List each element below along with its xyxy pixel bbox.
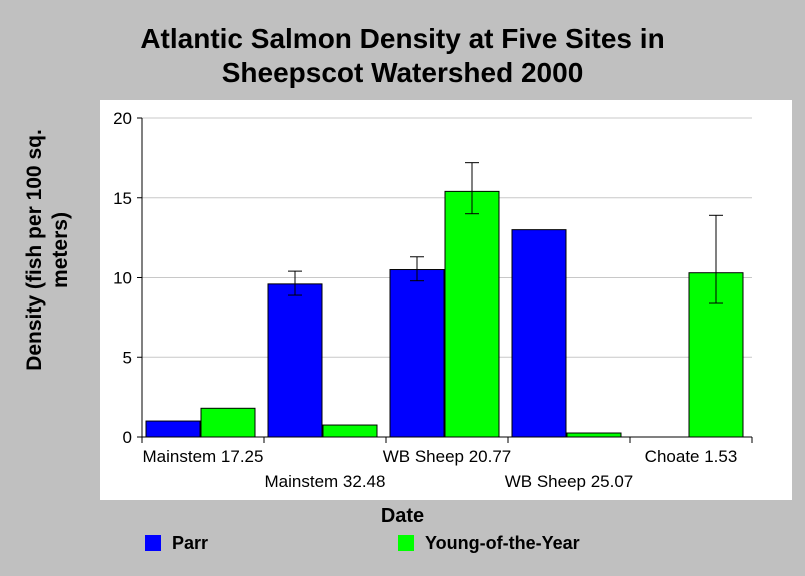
x-tick-label: Mainstem 17.25 <box>143 447 264 466</box>
legend-swatch-young-of-the-year <box>398 535 414 551</box>
bar <box>389 269 445 438</box>
bar <box>444 190 500 438</box>
chart-title-line-2: Sheepscot Watershed 2000 <box>221 57 584 88</box>
bar <box>322 424 378 438</box>
legend-label-young-of-the-year: Young-of-the-Year <box>425 533 580 553</box>
bar <box>566 432 622 438</box>
chart-title: Atlantic Salmon Density at Five Sites in… <box>0 22 805 90</box>
bar <box>511 229 567 438</box>
y-tick-label: 0 <box>123 428 132 447</box>
x-tick-label: WB Sheep 20.77 <box>383 447 512 466</box>
y-tick-label: 10 <box>113 269 132 288</box>
bar <box>200 407 256 438</box>
legend-swatch-parr <box>145 535 161 551</box>
x-tick-label: WB Sheep 25.07 <box>505 472 634 491</box>
y-tick-label: 5 <box>123 348 132 367</box>
bar <box>145 420 201 438</box>
y-tick-label: 20 <box>113 109 132 128</box>
x-tick-label: Mainstem 32.48 <box>265 472 386 491</box>
legend-label-parr: Parr <box>172 533 209 553</box>
x-axis-label: Date <box>380 505 425 527</box>
x-tick-label: Choate 1.53 <box>645 447 738 466</box>
bar <box>267 283 323 438</box>
y-axis-label: Density (fish per 100 sq. meters) <box>23 129 72 371</box>
chart-title-line-1: Atlantic Salmon Density at Five Sites in <box>140 23 665 54</box>
y-tick-label: 15 <box>113 189 132 208</box>
